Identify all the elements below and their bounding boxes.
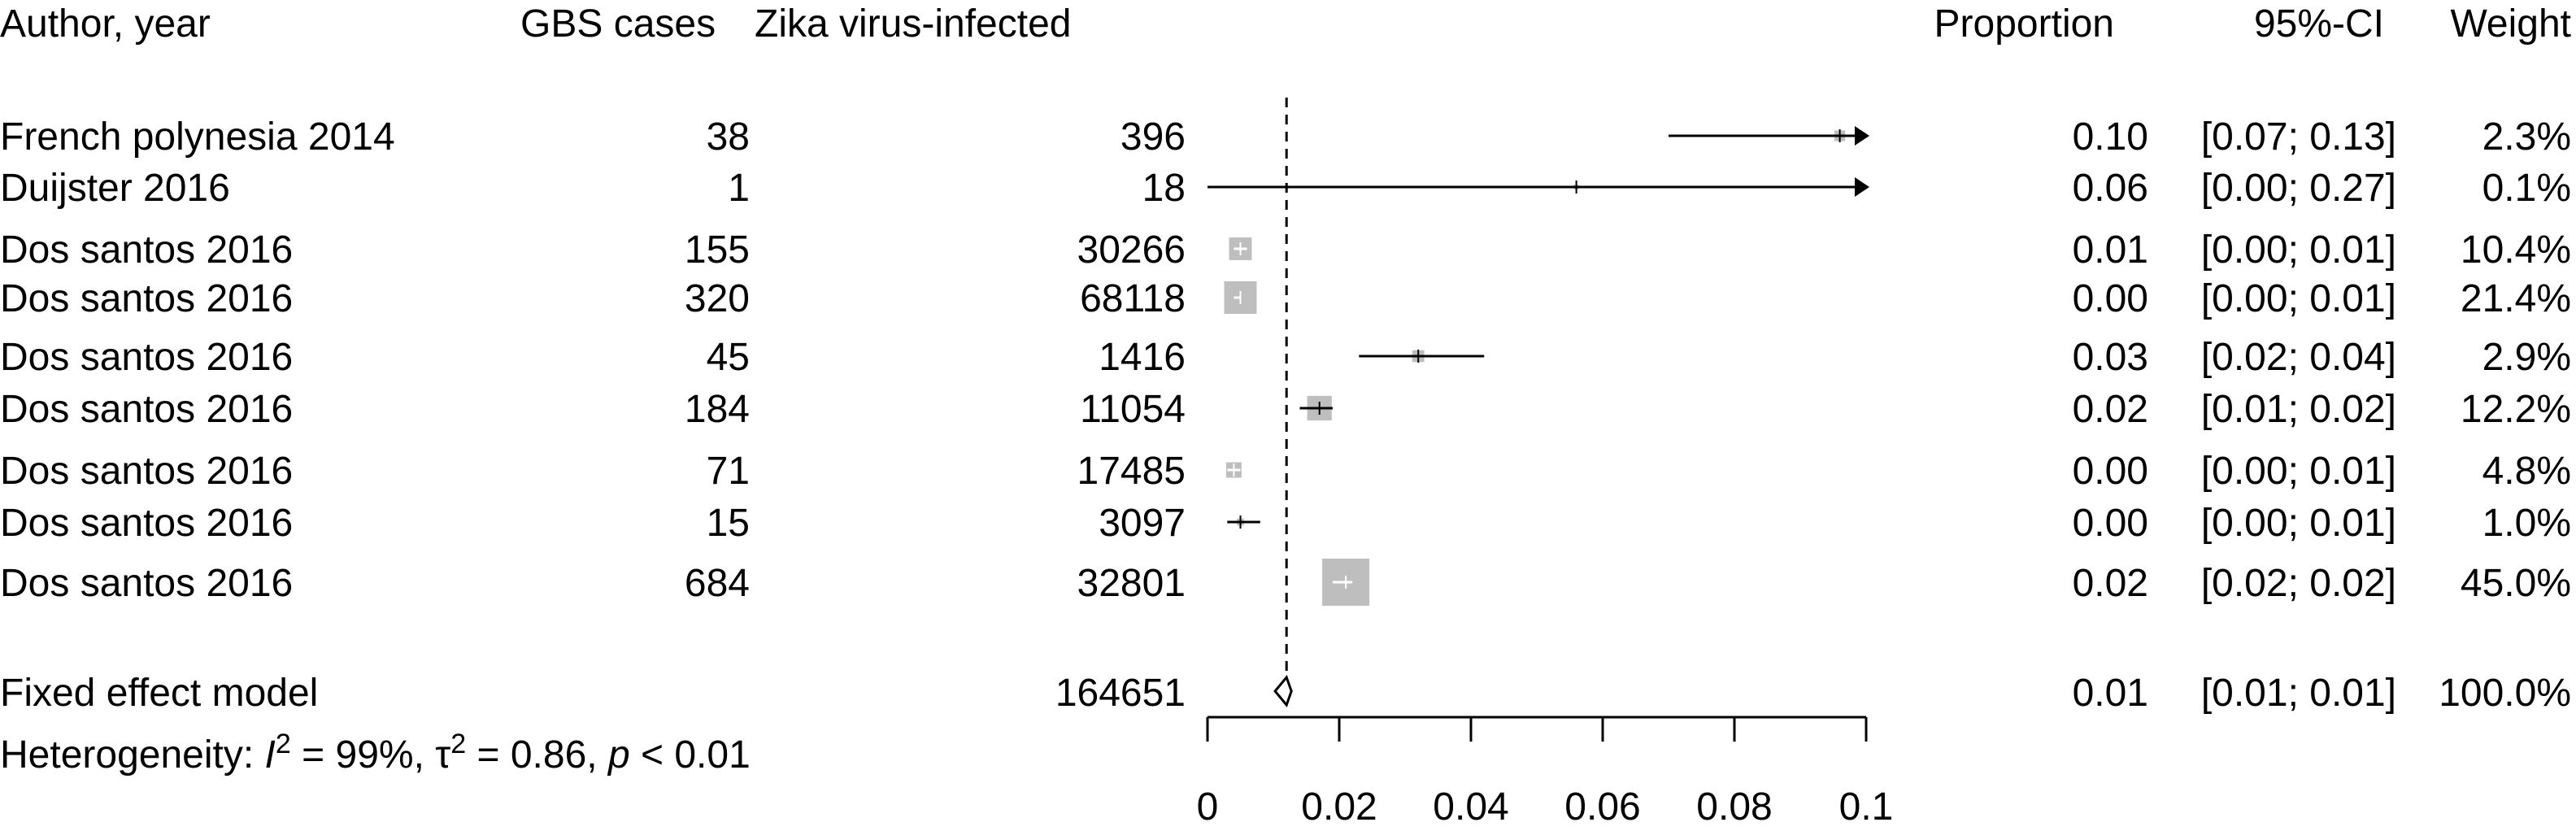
study-weight: 21.4% — [2461, 277, 2571, 320]
ci-arrow — [1855, 126, 1869, 146]
study-total: 68118 — [1080, 277, 1186, 320]
summary-weight: 100.0% — [2439, 672, 2571, 715]
study-total: 18 — [1142, 167, 1186, 210]
study-cases: 15 — [707, 502, 750, 545]
study-weight: 10.4% — [2461, 228, 2571, 272]
header-ci: 95%-CI — [2254, 2, 2384, 46]
study-ci: [0.00; 0.01] — [2201, 277, 2396, 320]
summary-proportion: 0.01 — [2073, 672, 2148, 715]
study-cases: 1 — [728, 167, 750, 210]
study-row: Dos santos 2016 320 68118 0.00 [0.00; 0.01] 2… — [0, 277, 2571, 320]
x-tick-label: 0.02 — [1301, 785, 1377, 829]
header-total: Zika virus-infected — [755, 2, 1071, 46]
study-cases: 184 — [685, 388, 750, 431]
study-author: Dos santos 2016 — [0, 502, 293, 545]
study-author: Dos santos 2016 — [0, 228, 293, 272]
study-cases: 38 — [707, 115, 750, 159]
p-value: < 0.01 — [630, 733, 751, 777]
i2-symbol: I — [265, 733, 276, 777]
tau-sup: 2 — [450, 729, 466, 759]
study-weight: 0.1% — [2482, 167, 2571, 210]
study-weight: 2.9% — [2482, 336, 2571, 379]
study-proportion: 0.10 — [2073, 115, 2148, 159]
study-row: Dos santos 2016 184 11054 0.02 [0.01; 0.02] 1… — [0, 388, 2571, 431]
study-weight: 2.3% — [2482, 115, 2571, 159]
summary-total: 164651 — [1055, 672, 1186, 715]
x-tick-label: 0.04 — [1433, 785, 1508, 829]
study-total: 17485 — [1077, 450, 1186, 493]
study-cases: 684 — [685, 562, 750, 605]
x-tick-label: 0 — [1197, 785, 1219, 829]
study-row: Dos santos 2016 684 32801 0.02 [0.02; 0.02] 4… — [0, 562, 2571, 605]
study-proportion: 0.02 — [2073, 562, 2148, 605]
study-ci: [0.00; 0.01] — [2201, 228, 2396, 272]
study-cases: 71 — [707, 450, 750, 493]
study-proportion: 0.00 — [2073, 450, 2148, 493]
study-ci: [0.02; 0.02] — [2201, 562, 2396, 605]
study-author: Dos santos 2016 — [0, 336, 293, 379]
study-weight: 4.8% — [2482, 450, 2571, 493]
heterogeneity-text: Heterogeneity: I2 = 99%, τ2 = 0.86, p < … — [0, 729, 751, 777]
study-total: 1416 — [1099, 336, 1186, 379]
x-tick-label: 0.08 — [1696, 785, 1772, 829]
study-author: French polynesia 2014 — [0, 115, 395, 159]
study-ci: [0.00; 0.01] — [2201, 450, 2396, 493]
p-symbol: p — [607, 733, 630, 777]
study-total: 3097 — [1099, 502, 1186, 545]
plot-area: 0 0.02 0.04 0.06 0.08 0.1 — [1197, 98, 1894, 829]
x-tick-label: 0.06 — [1564, 785, 1640, 829]
study-proportion: 0.00 — [2073, 277, 2148, 320]
study-total: 11054 — [1080, 388, 1186, 431]
header-proportion: Proportion — [1934, 2, 2114, 46]
study-proportion: 0.01 — [2073, 228, 2148, 272]
study-total: 30266 — [1077, 228, 1186, 272]
study-proportion: 0.02 — [2073, 388, 2148, 431]
summary-row: Fixed effect model 164651 0.01 [0.01; 0.… — [0, 672, 2571, 715]
study-rows: French polynesia 2014 38 396 0.10 [0.07; 0.1… — [0, 115, 2571, 605]
study-author: Duijster 2016 — [0, 167, 230, 210]
study-row: Dos santos 2016 45 1416 0.03 [0.02; 0.04] 2.9… — [0, 336, 2571, 379]
i2-sup: 2 — [276, 729, 291, 759]
ci-arrow — [1855, 177, 1869, 197]
summary-diamond — [1273, 675, 1293, 707]
study-ci: [0.02; 0.04] — [2201, 336, 2396, 379]
summary-ci: [0.01; 0.01] — [2201, 672, 2396, 715]
study-author: Dos santos 2016 — [0, 388, 293, 431]
header-author: Author, year — [0, 2, 211, 46]
study-author: Dos santos 2016 — [0, 562, 293, 605]
study-weight: 1.0% — [2482, 502, 2571, 545]
study-ci: [0.07; 0.13] — [2201, 115, 2396, 159]
study-row: Dos santos 2016 15 3097 0.00 [0.00; 0.01] 1.0… — [0, 502, 2571, 545]
summary-label: Fixed effect model — [0, 672, 318, 715]
study-proportion: 0.00 — [2073, 502, 2148, 545]
i2-value: = 99%, — [291, 733, 435, 777]
study-ci: [0.01; 0.02] — [2201, 388, 2396, 431]
column-headers: Author, year GBS cases Zika virus-infect… — [0, 2, 2571, 46]
study-author: Dos santos 2016 — [0, 450, 293, 493]
study-ci: [0.00; 0.01] — [2201, 502, 2396, 545]
study-cases: 45 — [707, 336, 750, 379]
study-total: 396 — [1120, 115, 1186, 159]
study-weight: 12.2% — [2461, 388, 2571, 431]
study-cases: 155 — [685, 228, 750, 272]
study-cases: 320 — [685, 277, 750, 320]
study-row: French polynesia 2014 38 396 0.10 [0.07; 0.1… — [0, 115, 2571, 159]
study-proportion: 0.06 — [2073, 167, 2148, 210]
heterogeneity-prefix: Heterogeneity: — [0, 733, 265, 777]
study-row: Dos santos 2016 155 30266 0.01 [0.00; 0.01] 1… — [0, 228, 2571, 272]
x-tick-label: 0.1 — [1839, 785, 1894, 829]
study-row: Dos santos 2016 71 17485 0.00 [0.00; 0.01] 4.… — [0, 450, 2571, 493]
tau-symbol: τ — [435, 733, 450, 777]
header-cases: GBS cases — [520, 2, 716, 46]
study-row: Duijster 2016 1 18 0.06 [0.00; 0.27] 0.1% — [0, 167, 2571, 210]
study-author: Dos santos 2016 — [0, 277, 293, 320]
study-ci: [0.00; 0.27] — [2201, 167, 2396, 210]
study-total: 32801 — [1077, 562, 1186, 605]
header-weight: Weight — [2450, 2, 2571, 46]
tau-value: = 0.86, — [466, 733, 608, 777]
study-weight: 45.0% — [2461, 562, 2571, 605]
study-proportion: 0.03 — [2073, 336, 2148, 379]
